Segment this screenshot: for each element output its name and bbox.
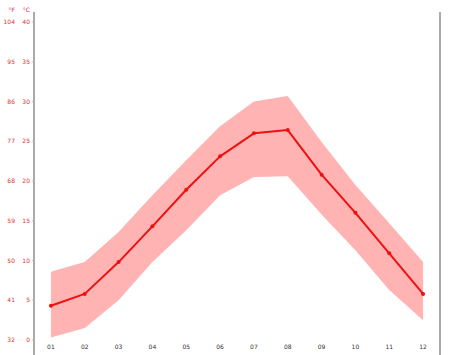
point (320, 173, 324, 177)
tick-label: 86 (7, 98, 15, 105)
tick-label: 20 (22, 177, 30, 184)
tick-mark (32, 340, 34, 341)
tick-label: 09 (318, 343, 326, 350)
tick-label: 77 (7, 137, 15, 144)
tick-label: 104 (4, 18, 16, 25)
tick-label: 05 (182, 343, 190, 350)
tick-label: 11 (385, 343, 393, 350)
tick-label: 07 (250, 343, 258, 350)
tick-label: 35 (22, 58, 30, 65)
chart: °C°F051015202530354032415059687786951040… (0, 0, 474, 355)
tick-mark (32, 181, 34, 182)
point (353, 211, 357, 215)
plot-area (49, 96, 425, 338)
tick-mark (32, 141, 34, 142)
tick-mark (32, 61, 34, 62)
tick-mark (32, 260, 34, 261)
tick-label: 95 (7, 58, 15, 65)
tick-mark (32, 101, 34, 102)
axis-line (34, 12, 35, 355)
tick-label: 08 (284, 343, 292, 350)
tick-label: 06 (216, 343, 224, 350)
axis-title: °F (9, 6, 16, 13)
tick-label: 0 (26, 336, 30, 343)
tick-label: 12 (419, 343, 427, 350)
tick-label: 68 (7, 177, 15, 184)
point (49, 304, 53, 308)
axis-title: °C (23, 6, 30, 13)
tick-label: 10 (22, 257, 30, 264)
tick-mark (32, 300, 34, 301)
tick-label: 5 (26, 296, 30, 303)
point (117, 260, 121, 264)
tick-label: 02 (81, 343, 89, 350)
tick-label: 01 (47, 343, 55, 350)
range-band (51, 96, 423, 338)
point (286, 128, 290, 132)
tick-label: 50 (7, 257, 15, 264)
point (421, 292, 425, 296)
tick-label: 30 (22, 98, 30, 105)
tick-label: 41 (7, 296, 15, 303)
axis-line (440, 12, 441, 355)
point (387, 251, 391, 255)
tick-label: 03 (115, 343, 123, 350)
tick-label: 04 (149, 343, 157, 350)
tick-mark (32, 220, 34, 221)
point (83, 292, 87, 296)
tick-mark (32, 22, 34, 23)
tick-label: 59 (7, 217, 15, 224)
tick-label: 25 (22, 137, 30, 144)
series-line (51, 130, 423, 306)
point (252, 131, 256, 135)
point (150, 224, 154, 228)
tick-label: 15 (22, 217, 30, 224)
tick-label: 32 (7, 336, 15, 343)
tick-label: 10 (352, 343, 360, 350)
point (184, 188, 188, 192)
point (218, 154, 222, 158)
tick-label: 40 (22, 18, 30, 25)
